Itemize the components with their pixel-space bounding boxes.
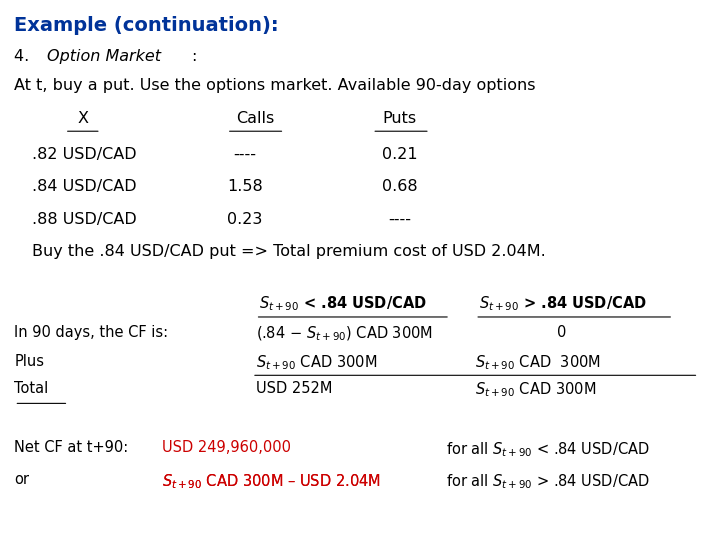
Text: 1.58: 1.58	[227, 179, 263, 194]
Text: USD 249,960,000: USD 249,960,000	[162, 440, 291, 455]
Text: 0.21: 0.21	[382, 147, 418, 162]
Text: or: or	[14, 472, 30, 488]
Text: 0.23: 0.23	[227, 212, 263, 227]
Text: Buy the .84 USD/CAD put => Total premium cost of USD 2.04M.: Buy the .84 USD/CAD put => Total premium…	[32, 244, 546, 259]
Text: Net CF at t+90:: Net CF at t+90:	[14, 440, 129, 455]
Text: Option Market: Option Market	[47, 49, 161, 64]
Text: At t, buy a put. Use the options market. Available 90-day options: At t, buy a put. Use the options market.…	[14, 78, 536, 93]
Text: Example (continuation):: Example (continuation):	[14, 16, 279, 35]
Text: .84 USD/CAD: .84 USD/CAD	[32, 179, 137, 194]
Text: Plus: Plus	[14, 354, 45, 369]
Text: $S_{t+90}$ CAD 300M: $S_{t+90}$ CAD 300M	[475, 381, 596, 400]
Text: for all $S_{t+90}$ < .84 USD/CAD: for all $S_{t+90}$ < .84 USD/CAD	[446, 440, 650, 459]
Text: (.84 $-$ $S_{t+90}$) CAD 300M: (.84 $-$ $S_{t+90}$) CAD 300M	[256, 325, 433, 343]
Text: Calls: Calls	[236, 111, 275, 126]
Text: $S_{t+90}$ > .84 USD/CAD: $S_{t+90}$ > .84 USD/CAD	[479, 294, 647, 313]
Text: USD 252M: USD 252M	[256, 381, 332, 396]
Text: X: X	[77, 111, 89, 126]
Text: $S_{t+90}$ CAD 300M – USD 2.04M: $S_{t+90}$ CAD 300M – USD 2.04M	[162, 472, 381, 491]
Text: 0: 0	[557, 325, 567, 340]
Text: :: :	[191, 49, 196, 64]
Text: .88 USD/CAD: .88 USD/CAD	[32, 212, 137, 227]
Text: $S_{t+90}$ CAD  300M: $S_{t+90}$ CAD 300M	[475, 354, 601, 373]
Text: $S_{t+90}$ < .84 USD/CAD: $S_{t+90}$ < .84 USD/CAD	[259, 294, 427, 313]
Text: $S_{t+90}$ CAD 300M: $S_{t+90}$ CAD 300M	[256, 354, 377, 373]
Text: for all $S_{t+90}$ > .84 USD/CAD: for all $S_{t+90}$ > .84 USD/CAD	[446, 472, 650, 491]
Text: Puts: Puts	[382, 111, 417, 126]
Text: Total: Total	[14, 381, 49, 396]
Text: ----: ----	[233, 147, 256, 162]
Text: 4.: 4.	[14, 49, 40, 64]
Text: In 90 days, the CF is:: In 90 days, the CF is:	[14, 325, 168, 340]
Text: .82 USD/CAD: .82 USD/CAD	[32, 147, 137, 162]
Text: ----: ----	[388, 212, 411, 227]
Text: $S_{t+90}$ CAD 300M – USD 2.04M: $S_{t+90}$ CAD 300M – USD 2.04M	[162, 472, 381, 491]
Text: 0.68: 0.68	[382, 179, 418, 194]
